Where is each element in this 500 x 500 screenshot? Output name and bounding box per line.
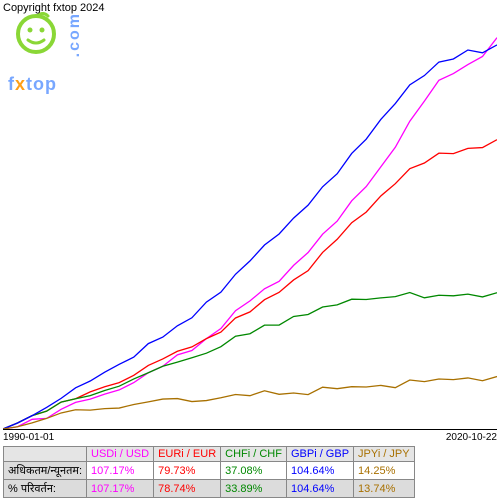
table-row-label-change: % परिवर्तन:: [4, 480, 87, 498]
series-line: [3, 377, 497, 429]
table-cell: 37.08%: [221, 462, 287, 480]
series-line: [3, 38, 497, 429]
logo: fxtop .com: [8, 12, 98, 95]
logo-x: x: [15, 74, 26, 94]
logo-brand-top: top: [26, 74, 57, 94]
table-cell: 14.25%: [354, 462, 415, 480]
series-line: [3, 293, 497, 429]
series-line: [3, 140, 497, 429]
table-cell: 79.73%: [154, 462, 221, 480]
table-cell: 104.64%: [286, 462, 353, 480]
logo-suffix: .com: [66, 12, 84, 57]
logo-brand-f: f: [8, 74, 15, 94]
table-cell: 78.74%: [154, 480, 221, 498]
table-cell: 13.74%: [354, 480, 415, 498]
copyright-text: Copyright fxtop 2024: [3, 2, 105, 14]
table-col-header: CHFi / CHF: [221, 447, 287, 462]
summary-table: USDi / USDEURi / EURCHFi / CHFGBPi / GBP…: [3, 446, 415, 498]
table-col-header: USDi / USD: [87, 447, 154, 462]
table-row-label-max: अधिकतम/न्यूनतम:: [4, 462, 87, 480]
x-axis-end: 2020-10-22: [446, 432, 497, 443]
table-cell: 107.17%: [87, 480, 154, 498]
table-cell: 107.17%: [87, 462, 154, 480]
table-cell: 104.64%: [286, 480, 353, 498]
x-axis-start: 1990-01-01: [3, 432, 54, 443]
table-col-header: EURi / EUR: [154, 447, 221, 462]
table-corner: [4, 447, 87, 462]
table-col-header: GBPi / GBP: [286, 447, 353, 462]
table-cell: 33.89%: [221, 480, 287, 498]
table-col-header: JPYi / JPY: [354, 447, 415, 462]
